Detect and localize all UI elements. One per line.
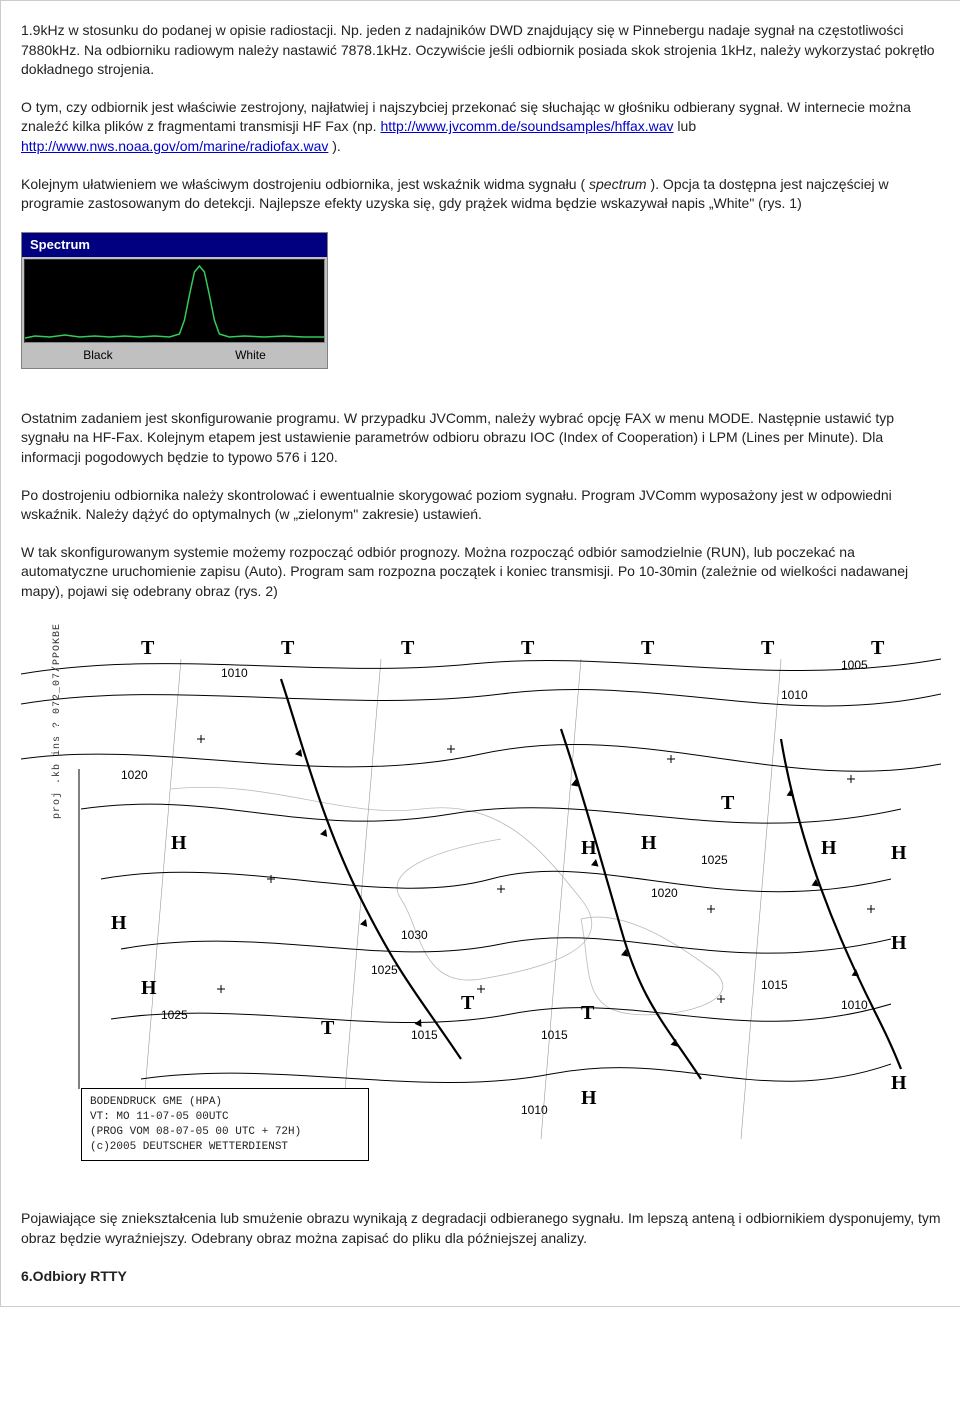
svg-text:1025: 1025 — [371, 963, 398, 977]
svg-text:1020: 1020 — [651, 886, 678, 900]
svg-text:1005: 1005 — [841, 658, 868, 672]
svg-text:T: T — [461, 992, 475, 1014]
svg-text:H: H — [891, 932, 907, 954]
svg-text:1020: 1020 — [121, 768, 148, 782]
svg-text:H: H — [891, 1072, 907, 1094]
map-legend-box: BODENDRUCK GME (HPA) VT: MO 11-07-05 00U… — [81, 1088, 369, 1161]
spectrum-widget: Spectrum Black White — [21, 232, 328, 369]
link-noaa[interactable]: http://www.nws.noaa.gov/om/marine/radiof… — [21, 138, 328, 154]
paragraph-2: O tym, czy odbiornik jest właściwie zest… — [21, 98, 941, 157]
spectrum-label-white: White — [235, 347, 266, 364]
legend-line-4: (c)2005 DEUTSCHER WETTERDIENST — [90, 1140, 360, 1155]
svg-text:H: H — [171, 832, 187, 854]
svg-text:T: T — [321, 1017, 335, 1039]
svg-text:T: T — [141, 637, 155, 659]
paragraph-4: Ostatnim zadaniem jest skonfigurowanie p… — [21, 409, 941, 468]
spectrum-viewport — [24, 259, 325, 343]
para3-text-a: Kolejnym ułatwieniem we właściwym dostro… — [21, 176, 585, 192]
heading-6: 6.Odbiory RTTY — [21, 1267, 941, 1287]
svg-text:1015: 1015 — [541, 1028, 568, 1042]
svg-text:H: H — [821, 837, 837, 859]
map-sidebar-text: proj .kb ins ? 072_07/PPOKBE — [51, 623, 65, 819]
svg-text:T: T — [281, 637, 295, 659]
svg-text:T: T — [641, 637, 655, 659]
svg-text:T: T — [871, 637, 885, 659]
paragraph-7: Pojawiające się zniekształcenia lub smuż… — [21, 1209, 941, 1248]
para2-text-b: lub — [677, 118, 696, 134]
svg-text:1010: 1010 — [781, 688, 808, 702]
spectrum-titlebar: Spectrum — [22, 233, 327, 257]
svg-text:T: T — [581, 1002, 595, 1024]
paragraph-1: 1.9kHz w stosunku do podanej w opisie ra… — [21, 21, 941, 80]
document-page: 1.9kHz w stosunku do podanej w opisie ra… — [0, 0, 960, 1307]
spectrum-label-black: Black — [83, 347, 112, 364]
legend-line-3: (PROG VOM 08-07-05 00 UTC + 72H) — [90, 1125, 360, 1140]
paragraph-5: Po dostrojeniu odbiornika należy skontro… — [21, 486, 941, 525]
para3-italic: spectrum — [589, 176, 647, 192]
svg-text:1010: 1010 — [221, 666, 248, 680]
svg-text:H: H — [641, 832, 657, 854]
svg-text:1010: 1010 — [521, 1103, 548, 1117]
svg-text:1025: 1025 — [161, 1008, 188, 1022]
svg-text:H: H — [581, 1087, 597, 1109]
weather-map: TTTTTTTHHHHHHHHHHTTTT1005101010101020102… — [21, 619, 941, 1179]
svg-text:T: T — [521, 637, 535, 659]
svg-text:1010: 1010 — [841, 998, 868, 1012]
link-jvcomm[interactable]: http://www.jvcomm.de/soundsamples/hffax.… — [380, 118, 673, 134]
svg-text:1015: 1015 — [411, 1028, 438, 1042]
para2-text-c: ). — [332, 138, 341, 154]
svg-text:H: H — [581, 837, 597, 859]
svg-text:1025: 1025 — [701, 853, 728, 867]
paragraph-6: W tak skonfigurowanym systemie możemy ro… — [21, 543, 941, 602]
svg-text:H: H — [141, 977, 157, 999]
spectrum-axis-labels: Black White — [22, 345, 327, 368]
svg-text:T: T — [721, 792, 735, 814]
svg-text:T: T — [401, 637, 415, 659]
paragraph-3: Kolejnym ułatwieniem we właściwym dostro… — [21, 175, 941, 214]
svg-text:1030: 1030 — [401, 928, 428, 942]
legend-line-2: VT: MO 11-07-05 00UTC — [90, 1110, 360, 1125]
svg-text:H: H — [111, 912, 127, 934]
svg-text:1015: 1015 — [761, 978, 788, 992]
legend-line-1: BODENDRUCK GME (HPA) — [90, 1095, 360, 1110]
svg-text:H: H — [891, 842, 907, 864]
svg-text:T: T — [761, 637, 775, 659]
